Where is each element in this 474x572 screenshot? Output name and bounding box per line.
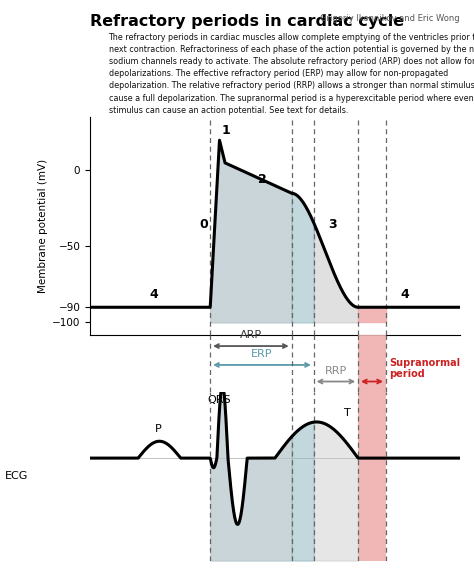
Bar — [358, 335, 386, 392]
Text: P: P — [155, 424, 162, 434]
Text: 1: 1 — [221, 124, 230, 137]
Text: Supranormal
period: Supranormal period — [390, 358, 461, 379]
Text: 4: 4 — [149, 288, 158, 301]
Text: ERP: ERP — [251, 349, 273, 359]
Y-axis label: Membrane potential (mV): Membrane potential (mV) — [38, 159, 48, 293]
Text: stimulus can cause an action potential. See text for details.: stimulus can cause an action potential. … — [109, 106, 348, 115]
Text: RRP: RRP — [325, 366, 347, 376]
Text: 4: 4 — [401, 288, 410, 301]
Text: depolarization. The relative refractory period (RRP) allows a stronger than norm: depolarization. The relative refractory … — [109, 81, 474, 90]
Text: Grigoriy Ikonnikov and Eric Wong: Grigoriy Ikonnikov and Eric Wong — [320, 14, 460, 23]
Bar — [358, 392, 386, 561]
Text: QRS: QRS — [208, 395, 231, 405]
Text: ECG: ECG — [5, 471, 28, 481]
Text: 0: 0 — [200, 219, 209, 231]
Text: next contraction. Refractoriness of each phase of the action potential is govern: next contraction. Refractoriness of each… — [109, 45, 474, 54]
Text: cause a full depolarization. The supranormal period is a hyperexcitable period w: cause a full depolarization. The suprano… — [109, 94, 474, 102]
Text: depolarizations. The effective refractory period (ERP) may allow for non-propaga: depolarizations. The effective refractor… — [109, 69, 448, 78]
Text: 3: 3 — [328, 219, 337, 231]
Text: Refractory periods in cardiac cycle: Refractory periods in cardiac cycle — [90, 14, 404, 29]
Text: The refractory periods in cardiac muscles allow complete emptying of the ventric: The refractory periods in cardiac muscle… — [109, 33, 474, 42]
Text: 2: 2 — [258, 173, 267, 186]
Text: sodium channels ready to activate. The absolute refractory period (ARP) does not: sodium channels ready to activate. The a… — [109, 57, 474, 66]
Text: ARP: ARP — [240, 331, 262, 340]
Text: T: T — [344, 408, 350, 418]
